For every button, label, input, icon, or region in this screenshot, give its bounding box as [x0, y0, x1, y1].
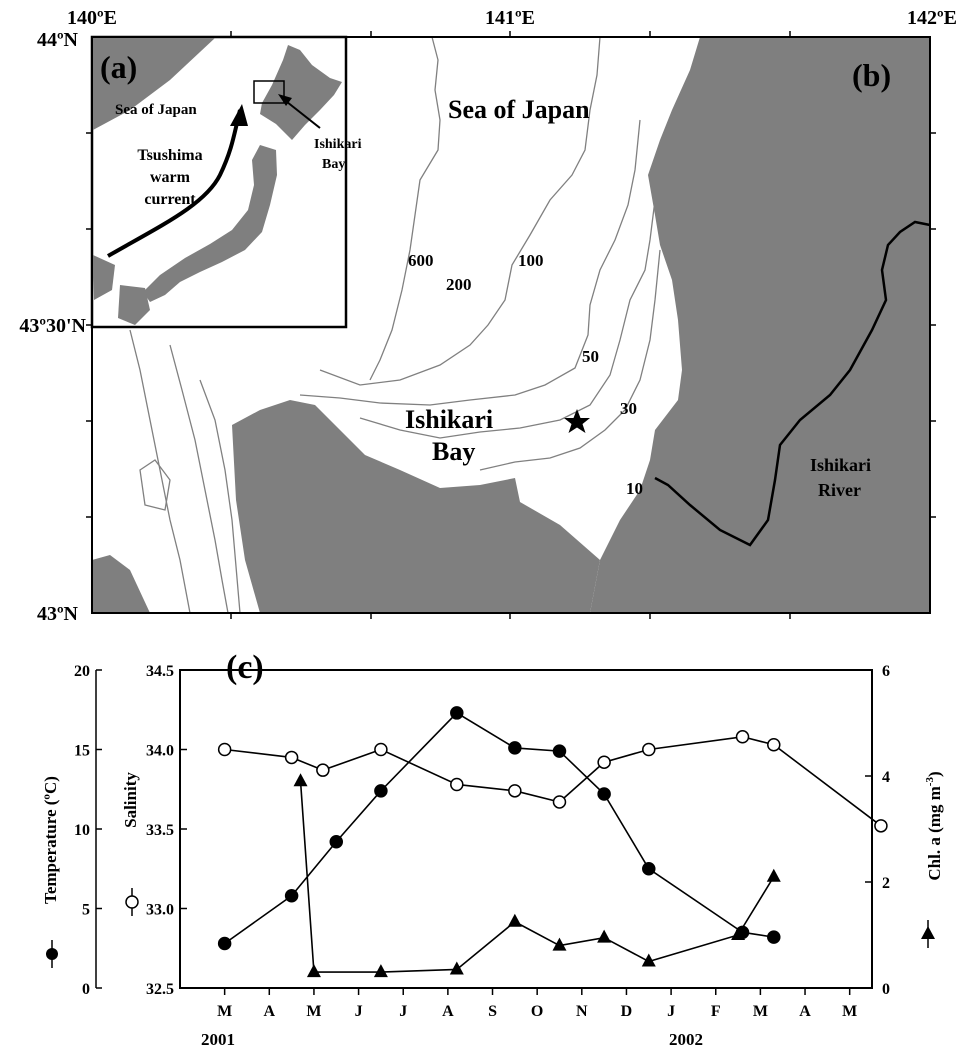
- month-tick-label: D: [621, 1003, 633, 1020]
- contour-label-600: 600: [408, 251, 434, 270]
- river-label-line2: River: [818, 480, 861, 500]
- salinity-point: [553, 796, 565, 808]
- temperature-tick-label: 15: [74, 743, 90, 760]
- chl-axis-title-main: Chl. a (mg m: [925, 786, 944, 880]
- temperature-tick-label: 0: [82, 981, 90, 998]
- chl-axis-title: Chl. a (mg m-3): [924, 771, 944, 880]
- inset-panel-a: (a) Sea of Japan Tsushima warm current I…: [92, 37, 362, 327]
- month-tick-label: M: [217, 1003, 232, 1020]
- salinity-tick-label: 33.5: [146, 822, 174, 839]
- panel-a-label: (a): [100, 49, 137, 85]
- inset-sea-label: Sea of Japan: [115, 102, 197, 118]
- chl-point: [508, 914, 522, 927]
- salinity-point: [219, 744, 231, 756]
- contour-label-100: 100: [518, 251, 544, 270]
- temperature-tick-label: 20: [74, 663, 90, 680]
- salinity-tick-label: 34.5: [146, 663, 174, 680]
- salinity-point: [317, 764, 329, 776]
- month-tick-label: N: [576, 1003, 588, 1020]
- map-sea-label: Sea of Japan: [448, 95, 590, 124]
- month-tick-label: S: [488, 1003, 497, 1020]
- month-tick-label: J: [399, 1003, 407, 1020]
- chl-point: [767, 869, 781, 882]
- salinity-axis-title: Salinity: [121, 772, 140, 828]
- temperature-point: [509, 742, 521, 754]
- lat-label-43: 43ºN: [37, 603, 79, 625]
- chl-point: [597, 930, 611, 943]
- bay-label-line2: Bay: [432, 437, 475, 466]
- month-tick-label: J: [355, 1003, 363, 1020]
- month-tick-label: O: [531, 1003, 543, 1020]
- current-label-line2: warm: [150, 169, 191, 186]
- temperature-series-line: [225, 713, 774, 944]
- salinity-point: [768, 739, 780, 751]
- temperature-point: [598, 788, 610, 800]
- month-tick-label: M: [842, 1003, 857, 1020]
- lon-label-140: 140ºE: [67, 7, 117, 29]
- inset-bay-label-line2: Bay: [322, 157, 345, 172]
- temperature-point: [643, 863, 655, 875]
- month-tick-label: A: [799, 1003, 811, 1020]
- chl-point: [294, 773, 308, 786]
- month-tick-label: M: [306, 1003, 321, 1020]
- month-tick-label: A: [442, 1003, 454, 1020]
- chl-tick-label: 6: [882, 663, 890, 680]
- chl-point: [307, 964, 321, 977]
- chl-series-line: [301, 781, 774, 972]
- temperature-axis-title: Temperature (ºC): [41, 776, 60, 904]
- salinity-point: [375, 744, 387, 756]
- panel-c-label: (c): [226, 649, 264, 686]
- lat-label-43-30: 43º30'N: [19, 315, 86, 337]
- salinity-point: [451, 778, 463, 790]
- salinity-point: [509, 785, 521, 797]
- month-tick-label: A: [264, 1003, 276, 1020]
- contour-label-30: 30: [620, 399, 637, 418]
- lat-label-44: 44ºN: [37, 29, 79, 51]
- chl-point: [450, 961, 464, 974]
- salinity-legend-marker: [126, 896, 138, 908]
- month-tick-label: J: [667, 1003, 675, 1020]
- salinity-tick-label: 34.0: [146, 743, 174, 760]
- chl-tick-label: 4: [882, 769, 890, 786]
- temperature-tick-label: 5: [82, 902, 90, 919]
- lon-label-142: 142ºE: [907, 7, 957, 29]
- bay-label-line1: Ishikari: [405, 405, 493, 434]
- temperature-point: [451, 707, 463, 719]
- temperature-point: [553, 745, 565, 757]
- salinity-point: [643, 744, 655, 756]
- contour-label-200: 200: [446, 275, 472, 294]
- salinity-point: [598, 756, 610, 768]
- chl-tick-label: 0: [882, 981, 890, 998]
- current-label-line1: Tsushima: [137, 147, 202, 164]
- contour-label-50: 50: [582, 347, 599, 366]
- temperature-point: [375, 785, 387, 797]
- salinity-tick-label: 33.0: [146, 902, 174, 919]
- temperature-legend-marker: [46, 948, 58, 960]
- contour-label-10: 10: [626, 479, 643, 498]
- year-label-2002: 2002: [669, 1030, 703, 1049]
- salinity-point: [286, 751, 298, 763]
- river-label-line1: Ishikari: [810, 455, 871, 475]
- temperature-point: [286, 890, 298, 902]
- salinity-tick-label: 32.5: [146, 981, 174, 998]
- panel-b-label: (b): [852, 57, 891, 93]
- chl-legend-marker: [921, 926, 935, 939]
- current-label-line3: current: [144, 191, 196, 208]
- salinity-point: [737, 731, 749, 743]
- time-series-chart: M A M J J A S O N D J F M A M0510152032.533.033.534.03…: [0, 640, 966, 1053]
- bathymetric-map: 140ºE 141ºE 142ºE 44ºN 43º30'N 43ºN (b) …: [0, 0, 966, 632]
- chl-tick-label: 2: [882, 875, 890, 892]
- month-tick-label: F: [711, 1003, 721, 1020]
- chl-point: [374, 964, 388, 977]
- temperature-point: [330, 836, 342, 848]
- temperature-point: [219, 937, 231, 949]
- lon-label-141: 141ºE: [485, 7, 535, 29]
- temperature-point: [768, 931, 780, 943]
- month-tick-label: M: [753, 1003, 768, 1020]
- inset-bay-label-line1: Ishikari: [314, 137, 362, 152]
- temperature-tick-label: 10: [74, 822, 90, 839]
- salinity-point: [875, 820, 887, 832]
- chl-axis-title-close: ): [925, 771, 944, 777]
- year-label-2001: 2001: [201, 1030, 235, 1049]
